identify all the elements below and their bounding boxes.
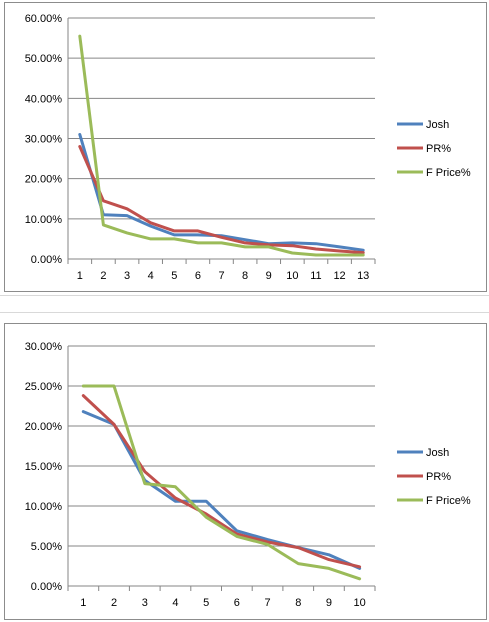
chart-1-x-tick-label: 6 — [195, 270, 201, 282]
chart-2-svg: 0.00% 5.00% 10.00% 15.00% 20.00% 25.00% 30.00%… — [25, 341, 471, 609]
chart-1-x-tick-label: 2 — [100, 270, 106, 282]
chart-2-y-tick-label: 20.00% — [25, 421, 63, 433]
chart-1-x-tick-label: 1 — [77, 270, 83, 282]
chart-2-legend-label: Josh — [426, 447, 449, 459]
chart-1-x-tick-label: 3 — [124, 270, 130, 282]
chart-2-y-tick-label: 30.00% — [25, 341, 63, 353]
chart-2-series-line-f-price[interactable] — [81, 384, 362, 581]
chart-2-x-tick-label: 8 — [295, 597, 301, 609]
chart-1[interactable]: 0.00% 10.00% 20.00% 30.00% 40.00% 50.00% 60.00… — [4, 2, 487, 292]
chart-1-y-tick-label: 50.00% — [25, 53, 63, 65]
chart-2-x-tick-label: 1 — [80, 597, 86, 609]
chart-1-legend-label: PR% — [426, 143, 451, 155]
chart-1-y-tick-label: 40.00% — [25, 93, 63, 105]
chart-1-y-tick-label: 0.00% — [31, 254, 62, 266]
chart-1-legend-label: F Price% — [426, 167, 471, 179]
chart-2-y-tick-label: 10.00% — [25, 501, 63, 513]
chart-1-svg: 0.00% 10.00% 20.00% 30.00% 40.00% 50.00% 60.00… — [25, 13, 471, 282]
chart-1-x-tick-label: 10 — [286, 270, 298, 282]
chart-2-y-tick-label: 15.00% — [25, 461, 63, 473]
chart-1-x-tick-label: 7 — [218, 270, 224, 282]
chart-2-x-tick-label: 9 — [326, 597, 332, 609]
chart-2-y-tick-label: 0.00% — [31, 581, 62, 593]
chart-2-x-tick-label: 5 — [203, 597, 209, 609]
chart-1-x-tick-label: 13 — [357, 270, 369, 282]
chart-1-x-tick-label: 8 — [242, 270, 248, 282]
chart-1-x-tick-label: 11 — [310, 270, 321, 282]
chart-1-x-tick-label: 9 — [266, 270, 272, 282]
chart-1-series-line-pr[interactable] — [78, 145, 365, 255]
chart-2-series-line-pr[interactable] — [81, 394, 362, 569]
chart-2[interactable]: 0.00% 5.00% 10.00% 15.00% 20.00% 25.00% 30.00%… — [4, 323, 487, 620]
chart-2-x-tick-label: 2 — [111, 597, 117, 609]
chart-2-x-tick-label: 6 — [234, 597, 240, 609]
chart-1-y-tick-label: 60.00% — [25, 13, 63, 25]
chart-2-y-tick-label: 5.00% — [31, 541, 62, 553]
chart-2-x-tick-label: 10 — [354, 597, 366, 609]
chart-1-y-tick-label: 30.00% — [25, 134, 63, 146]
chart-2-x-tick-label: 4 — [172, 597, 178, 609]
chart-2-y-tick-label: 25.00% — [25, 381, 63, 393]
chart-2-x-tick-label: 7 — [264, 597, 270, 609]
chart-1-y-tick-label: 10.00% — [25, 214, 63, 226]
chart-1-series-line-f-price[interactable] — [78, 34, 365, 257]
chart-2-legend-label: F Price% — [426, 495, 471, 507]
chart-1-x-tick-label: 4 — [148, 270, 154, 282]
chart-2-legend-label: PR% — [426, 471, 451, 483]
chart-1-y-tick-label: 20.00% — [25, 174, 63, 186]
chart-2-series-line-josh[interactable] — [81, 410, 362, 570]
chart-2-x-tick-label: 3 — [142, 597, 148, 609]
chart-1-x-tick-label: 5 — [171, 270, 177, 282]
chart-1-legend-label: Josh — [426, 119, 449, 131]
chart-1-x-tick-label: 12 — [333, 270, 345, 282]
chart-1-series-line-josh[interactable] — [78, 133, 365, 252]
